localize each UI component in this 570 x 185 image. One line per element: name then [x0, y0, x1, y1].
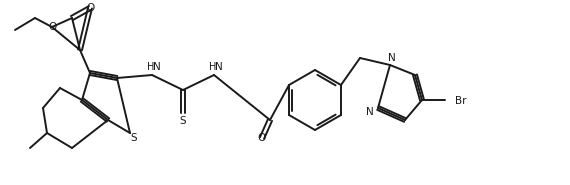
Text: H: H [147, 62, 154, 72]
Text: Br: Br [455, 96, 466, 106]
Text: O: O [258, 133, 266, 143]
Text: S: S [131, 133, 137, 143]
Text: N: N [388, 53, 396, 63]
Text: O: O [48, 22, 56, 32]
Text: S: S [180, 116, 186, 126]
Text: N: N [366, 107, 374, 117]
Text: N: N [215, 62, 223, 72]
Text: H: H [209, 62, 217, 72]
Text: O: O [86, 3, 94, 13]
Text: N: N [153, 62, 161, 72]
